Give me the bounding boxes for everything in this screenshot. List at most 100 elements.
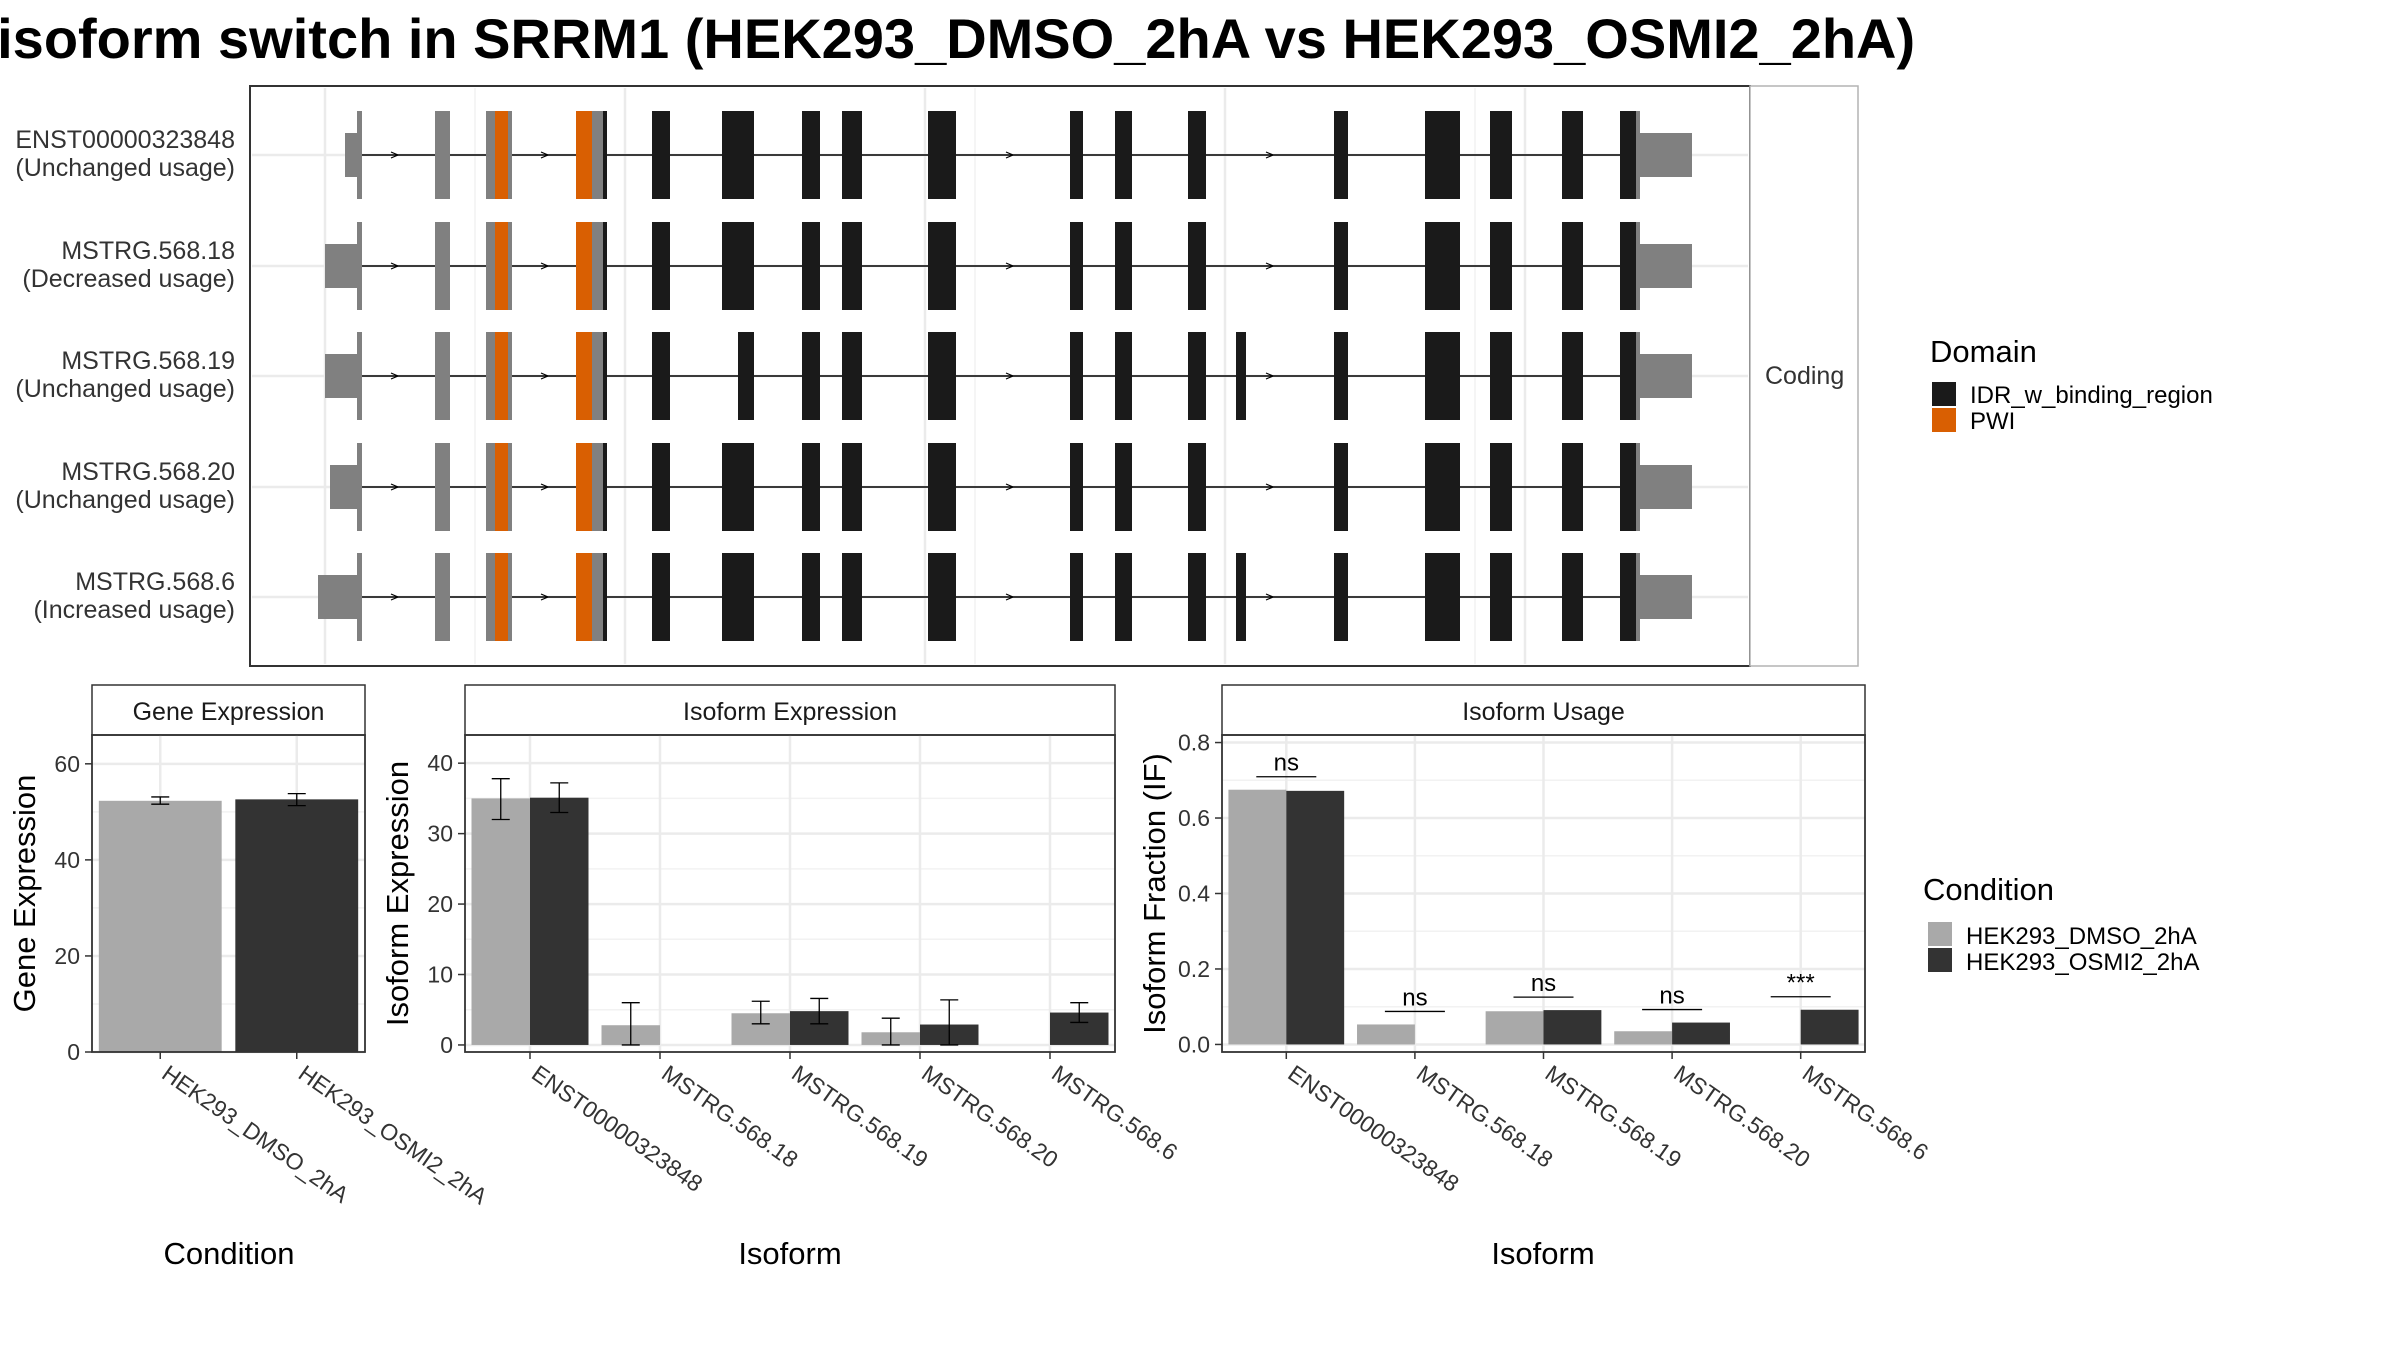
coding-exon [1425, 553, 1460, 641]
y-axis-title: Gene Expression [7, 775, 42, 1013]
coding-exon [1115, 443, 1132, 531]
direction-arrow [1265, 372, 1275, 380]
legend-key-osmi2 [1928, 948, 1952, 972]
utr-3prime [1640, 465, 1692, 509]
pwi-domain-exon [576, 222, 592, 310]
direction-arrow [390, 593, 400, 601]
noncoding-exon [508, 553, 512, 641]
coding-exon [1620, 111, 1636, 199]
y-tick-label: 0.6 [1178, 805, 1210, 831]
coding-exon [928, 222, 956, 310]
transcript-track-5 [318, 553, 1692, 641]
noncoding-exon [508, 332, 512, 420]
panel-strip [91, 684, 366, 736]
noncoding-exon [1636, 332, 1640, 420]
direction-arrow [390, 483, 400, 491]
coding-exon [802, 332, 820, 420]
y-tick-label: 0 [67, 1039, 80, 1065]
coding-exon [1070, 443, 1083, 531]
noncoding-exon [592, 443, 603, 531]
coding-exon [1334, 111, 1348, 199]
facet-strip [1749, 85, 1859, 667]
domain-legend: Domain IDR_w_binding_region PWI [1930, 334, 2213, 435]
y-axis-title: Isoform Expression [380, 761, 415, 1026]
data-bar [1672, 1022, 1730, 1045]
coding-exon [1334, 553, 1348, 641]
significance-label: ns [1274, 750, 1299, 777]
transcript-tracks [318, 111, 1692, 641]
direction-arrow [1005, 262, 1015, 270]
coding-exon [738, 332, 754, 420]
coding-exon [1188, 553, 1206, 641]
y-tick-label: 40 [54, 847, 80, 873]
data-bar [235, 799, 359, 1052]
coding-exon [928, 443, 956, 531]
legend-key-pwi [1932, 408, 1956, 432]
data-bar [1485, 1011, 1544, 1045]
coding-exon [603, 443, 607, 531]
noncoding-exon [592, 553, 603, 641]
coding-exon [928, 111, 956, 199]
pwi-domain-exon [495, 332, 508, 420]
transcript-usage-label: (Unchanged usage) [15, 154, 235, 182]
coding-exon [652, 332, 670, 420]
utr-5prime [325, 244, 357, 288]
transcript-usage-label: (Increased usage) [33, 596, 235, 624]
noncoding-exon [508, 111, 512, 199]
coding-exon [928, 553, 956, 641]
legend-key-idr [1932, 382, 1956, 406]
x-tick-label: MSTRG.568.6 [1047, 1060, 1182, 1166]
direction-arrow [540, 151, 550, 159]
legend-label-idr: IDR_w_binding_region [1970, 382, 2213, 409]
coding-exon [802, 443, 820, 531]
data-bar [1228, 789, 1287, 1045]
data-bar [471, 798, 530, 1045]
transcript-usage-label: (Decreased usage) [22, 265, 235, 293]
y-tick-label: 30 [427, 821, 453, 847]
coding-exon [1115, 111, 1132, 199]
domain-legend-title: Domain [1930, 334, 2037, 369]
x-tick-label: MSTRG.568.6 [1798, 1060, 1933, 1166]
coding-exon [842, 332, 862, 420]
y-tick-label: 0.0 [1178, 1031, 1210, 1057]
data-bar [1357, 1024, 1415, 1045]
noncoding-exon [435, 553, 450, 641]
direction-arrow [1005, 593, 1015, 601]
direction-arrow [390, 262, 400, 270]
coding-exon [652, 222, 670, 310]
coding-exon [652, 443, 670, 531]
coding-exon [802, 553, 820, 641]
noncoding-exon [508, 443, 512, 531]
data-bar [1800, 1009, 1859, 1045]
noncoding-exon [435, 443, 450, 531]
coding-exon [652, 111, 670, 199]
y-tick-label: 0 [440, 1032, 453, 1058]
utr-5prime [325, 354, 357, 398]
direction-arrow [1265, 151, 1275, 159]
panel-strip-title: Isoform Expression [683, 698, 897, 726]
y-axis-title: Isoform Fraction (IF) [1137, 753, 1172, 1034]
coding-exon [1070, 332, 1083, 420]
pwi-domain-exon [576, 443, 592, 531]
y-tick-label: 10 [427, 962, 453, 988]
isoform-expression-panel: Isoform Expression010203040ENST000003238… [380, 684, 1182, 1271]
coding-exon [1188, 332, 1206, 420]
coding-exon [842, 553, 862, 641]
noncoding-exon [486, 222, 495, 310]
coding-exon [1620, 443, 1636, 531]
transcript-usage-label: (Unchanged usage) [15, 486, 235, 514]
transcript-track-1 [345, 111, 1692, 199]
panel-strip-title: Gene Expression [133, 698, 325, 726]
utr-3prime [1640, 133, 1692, 177]
coding-exon [1490, 443, 1512, 531]
coding-exon [1490, 222, 1512, 310]
legend-label-osmi2: HEK293_OSMI2_2hA [1966, 949, 2199, 976]
coding-exon [802, 222, 820, 310]
direction-arrow [1005, 372, 1015, 380]
transcript-usage-label: (Unchanged usage) [15, 375, 235, 403]
x-tick-label: MSTRG.568.20 [1669, 1060, 1815, 1173]
first-exon [357, 111, 362, 199]
y-tick-label: 20 [427, 891, 453, 917]
y-tick-label: 0.8 [1178, 730, 1210, 756]
first-exon [357, 222, 362, 310]
